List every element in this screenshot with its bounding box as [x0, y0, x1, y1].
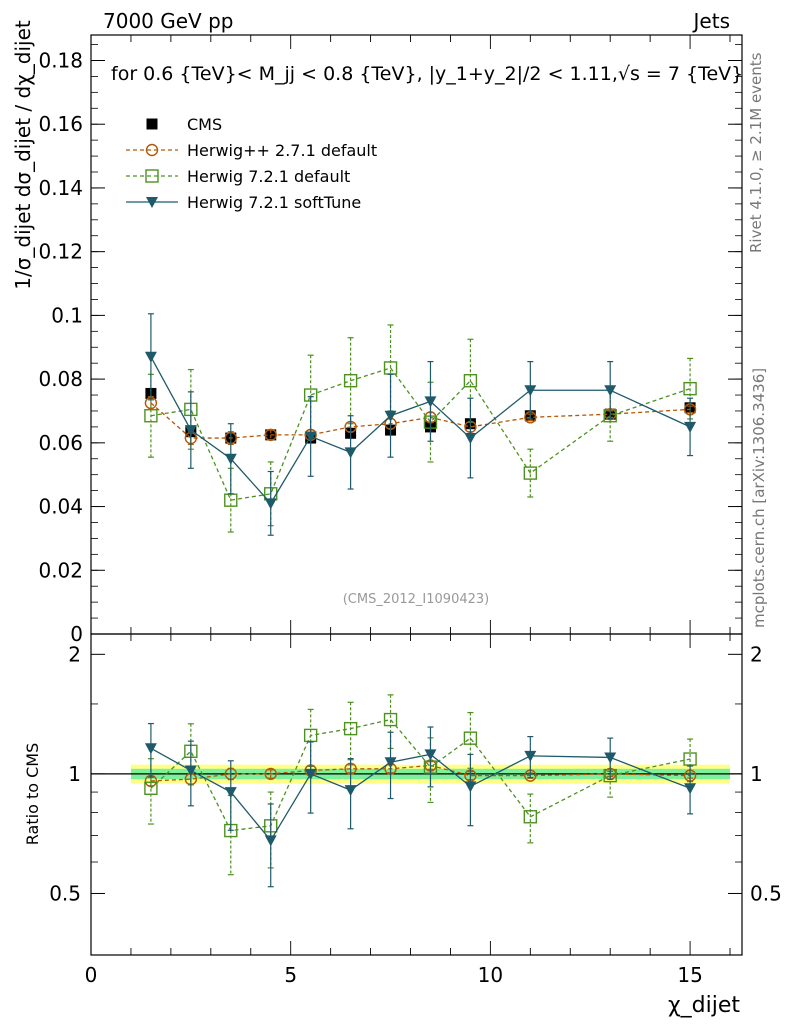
- ratio-point: [224, 787, 237, 799]
- data-point: [523, 466, 538, 480]
- y-tick-label: 0.12: [38, 240, 83, 264]
- y-tick-label: 0.04: [38, 495, 83, 519]
- y-tick-label: 0.14: [38, 176, 83, 200]
- ratio-point: [463, 731, 478, 745]
- y-axis-title: 1/σ_dijet dσ_dijet / dχ_dijet: [11, 20, 35, 290]
- x-axis-title: χ_dijet: [668, 993, 740, 1018]
- data-point: [384, 410, 397, 422]
- series-1: [144, 396, 697, 446]
- analysis-watermark: (CMS_2012_I1090423): [343, 592, 490, 607]
- y-tick-label: 0.16: [38, 112, 83, 136]
- chart-title: for 0.6 {TeV}< M_jj < 0.8 {TeV}, |y_1+y_…: [111, 63, 743, 85]
- rivet-label: Rivet 4.1.0, ≥ 2.1M events: [747, 52, 765, 253]
- ratio-point: [424, 749, 437, 761]
- y-tick-label: 0.08: [38, 367, 83, 391]
- data-point: [684, 421, 697, 433]
- ratio-tick-label-right: 0.5: [750, 881, 782, 905]
- legend-marker: [145, 143, 159, 157]
- ratio-axis-title: Ratio to CMS: [23, 743, 42, 845]
- data-point: [224, 453, 237, 465]
- y-tick-label: 0.18: [38, 48, 83, 72]
- legend-label: Herwig 7.2.1 softTune: [187, 193, 361, 212]
- ratio-tick-label: 1: [68, 762, 81, 786]
- series-line: [150, 402, 691, 439]
- category-label: Jets: [692, 9, 730, 33]
- legend-label: Herwig++ 2.7.1 default: [187, 141, 377, 160]
- series-2: [144, 324, 697, 533]
- data-point: [344, 447, 357, 459]
- ratio-point: [304, 768, 317, 780]
- ratio-series-line: [150, 718, 691, 832]
- ratio-point: [264, 835, 277, 847]
- data-point: [184, 425, 197, 437]
- ratio-point: [144, 743, 157, 755]
- legend-marker: [146, 197, 158, 208]
- x-tick-label: 15: [677, 963, 702, 987]
- data-point: [604, 385, 617, 397]
- ratio-plot-frame: [90, 633, 743, 956]
- data-point: [524, 385, 537, 397]
- ratio-point: [144, 781, 158, 795]
- series-line: [150, 356, 691, 505]
- x-tick-label: 0: [85, 963, 98, 987]
- legend-label: CMS: [187, 115, 222, 134]
- x-tick-label: 5: [284, 963, 297, 987]
- ratio-point: [683, 752, 697, 766]
- y-tick-label: 0.02: [38, 558, 83, 582]
- y-tick-label: 0: [70, 622, 83, 646]
- data-point: [304, 431, 317, 443]
- ratio-tick-label: 0.5: [49, 881, 81, 905]
- ratio-series-line: [150, 764, 691, 782]
- ratio-point: [464, 781, 477, 793]
- ratio-point: [523, 810, 538, 824]
- data-point: [424, 396, 437, 408]
- ratio-point: [383, 712, 398, 727]
- data-point: [264, 498, 277, 510]
- data-point: [683, 381, 697, 396]
- mcplots-label: mcplots.cern.ch [arXiv:1306.3436]: [750, 368, 768, 628]
- data-point: [264, 428, 277, 442]
- series-line: [150, 367, 691, 501]
- ratio-point: [343, 721, 358, 736]
- ratio-tick-label-right: 1: [750, 762, 763, 786]
- ratio-point: [684, 783, 697, 795]
- ratio-tick-label-right: 2: [750, 642, 763, 666]
- data-point: [343, 373, 358, 388]
- ratio-point: [524, 750, 537, 762]
- x-tick-label: 10: [478, 963, 503, 987]
- ratio-series-2: [144, 694, 697, 876]
- data-point: [463, 373, 478, 388]
- ratio-series-line: [150, 747, 691, 842]
- ratio-point: [264, 767, 277, 781]
- ratio-tick-label: 2: [68, 642, 81, 666]
- ratio-point: [384, 757, 397, 769]
- ratio-series-3: [144, 722, 697, 888]
- data-point: [144, 351, 157, 363]
- data-point: [464, 433, 477, 445]
- data-point: [144, 409, 158, 423]
- y-tick-label: 0.1: [51, 303, 83, 327]
- ratio-point: [184, 765, 197, 777]
- legend-marker: [145, 169, 159, 183]
- ratio-point: [344, 785, 357, 797]
- series-3: [144, 313, 697, 536]
- energy-label: 7000 GeV pp: [103, 9, 234, 33]
- legend-marker: [146, 118, 158, 130]
- y-tick-label: 0.06: [38, 431, 83, 455]
- legend-label: Herwig 7.2.1 default: [187, 167, 350, 186]
- ratio-point: [604, 752, 617, 764]
